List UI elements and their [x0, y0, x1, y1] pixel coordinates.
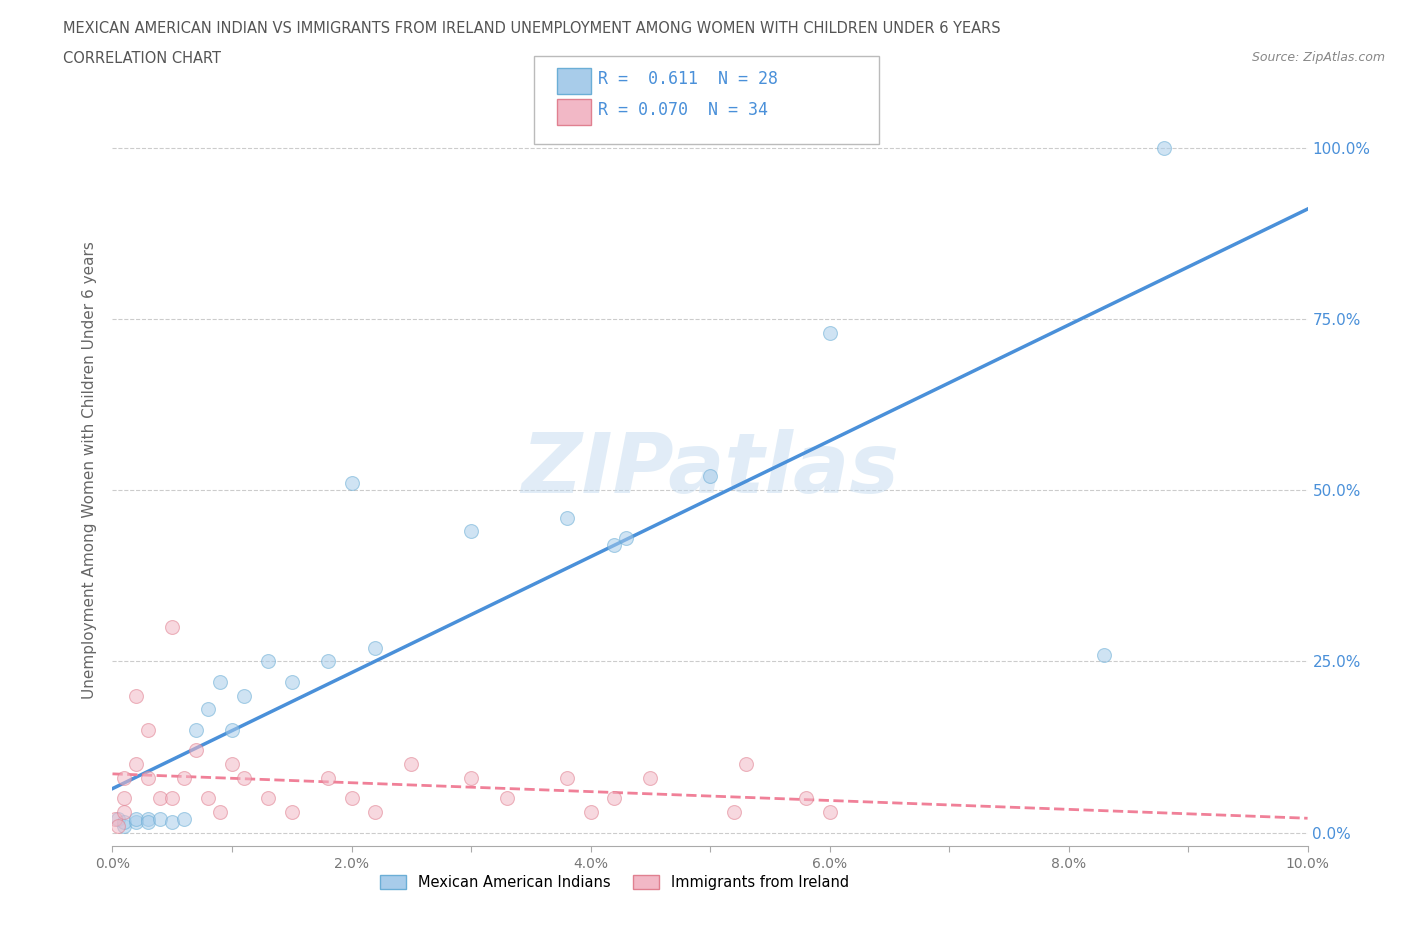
Point: [579, 804, 602, 819]
Point: [107, 818, 129, 833]
Point: [460, 770, 482, 785]
Legend: Mexican American Indians, Immigrants from Ireland: Mexican American Indians, Immigrants fro…: [374, 869, 855, 896]
Text: R = 0.070  N = 34: R = 0.070 N = 34: [598, 100, 768, 119]
Point: [162, 619, 183, 634]
Point: [401, 757, 423, 772]
Point: [640, 770, 662, 785]
Point: [125, 812, 148, 827]
Point: [233, 688, 256, 703]
Point: [281, 804, 304, 819]
Point: [818, 326, 841, 340]
Point: [221, 723, 243, 737]
Point: [209, 674, 232, 689]
Point: [125, 757, 148, 772]
Text: R =  0.611  N = 28: R = 0.611 N = 28: [598, 70, 778, 88]
Point: [233, 770, 256, 785]
Point: [138, 770, 160, 785]
Point: [186, 723, 208, 737]
Text: ZIPatlas: ZIPatlas: [522, 429, 898, 511]
Point: [149, 812, 172, 827]
Point: [104, 812, 127, 827]
Point: [138, 815, 160, 830]
Point: [209, 804, 232, 819]
Point: [173, 770, 195, 785]
Point: [162, 815, 183, 830]
Point: [794, 790, 817, 805]
Point: [114, 818, 135, 833]
Point: [316, 654, 339, 669]
Point: [138, 723, 160, 737]
Point: [197, 702, 219, 717]
Point: [699, 469, 721, 484]
Text: CORRELATION CHART: CORRELATION CHART: [63, 51, 221, 66]
Point: [114, 804, 135, 819]
Point: [555, 511, 578, 525]
Point: [460, 524, 482, 538]
Point: [603, 538, 626, 552]
Point: [1094, 647, 1116, 662]
Point: [173, 812, 195, 827]
Point: [107, 812, 129, 827]
Point: [735, 757, 758, 772]
Point: [257, 654, 280, 669]
Point: [340, 476, 363, 491]
Point: [149, 790, 172, 805]
Point: [364, 640, 387, 655]
Text: MEXICAN AMERICAN INDIAN VS IMMIGRANTS FROM IRELAND UNEMPLOYMENT AMONG WOMEN WITH: MEXICAN AMERICAN INDIAN VS IMMIGRANTS FR…: [63, 21, 1001, 36]
Point: [364, 804, 387, 819]
Point: [125, 815, 148, 830]
Point: [221, 757, 243, 772]
Text: Source: ZipAtlas.com: Source: ZipAtlas.com: [1251, 51, 1385, 64]
Point: [818, 804, 841, 819]
Point: [281, 674, 304, 689]
Point: [723, 804, 745, 819]
Point: [186, 743, 208, 758]
Point: [197, 790, 219, 805]
Point: [603, 790, 626, 805]
Point: [316, 770, 339, 785]
Point: [496, 790, 519, 805]
Point: [138, 812, 160, 827]
Point: [114, 790, 135, 805]
Point: [340, 790, 363, 805]
Point: [125, 688, 148, 703]
Point: [162, 790, 183, 805]
Point: [257, 790, 280, 805]
Point: [114, 770, 135, 785]
Point: [1153, 140, 1175, 155]
Y-axis label: Unemployment Among Women with Children Under 6 years: Unemployment Among Women with Children U…: [82, 241, 97, 698]
Point: [616, 531, 638, 546]
Point: [114, 815, 135, 830]
Point: [555, 770, 578, 785]
